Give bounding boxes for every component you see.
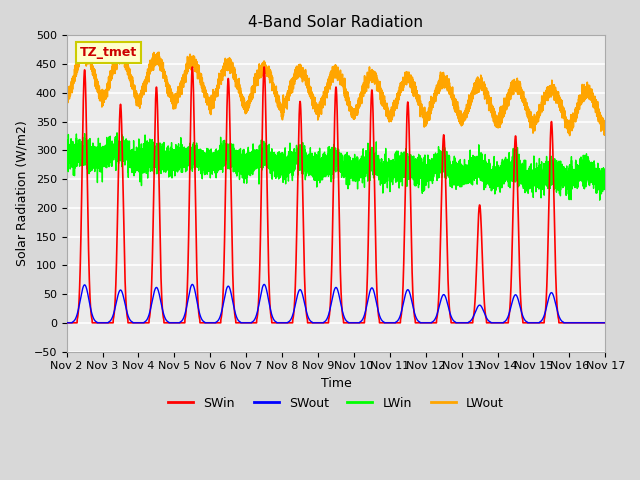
Title: 4-Band Solar Radiation: 4-Band Solar Radiation [248,15,424,30]
X-axis label: Time: Time [321,377,351,390]
Text: TZ_tmet: TZ_tmet [80,46,138,59]
Y-axis label: Solar Radiation (W/m2): Solar Radiation (W/m2) [15,120,28,266]
Legend: SWin, SWout, LWin, LWout: SWin, SWout, LWin, LWout [163,392,509,415]
